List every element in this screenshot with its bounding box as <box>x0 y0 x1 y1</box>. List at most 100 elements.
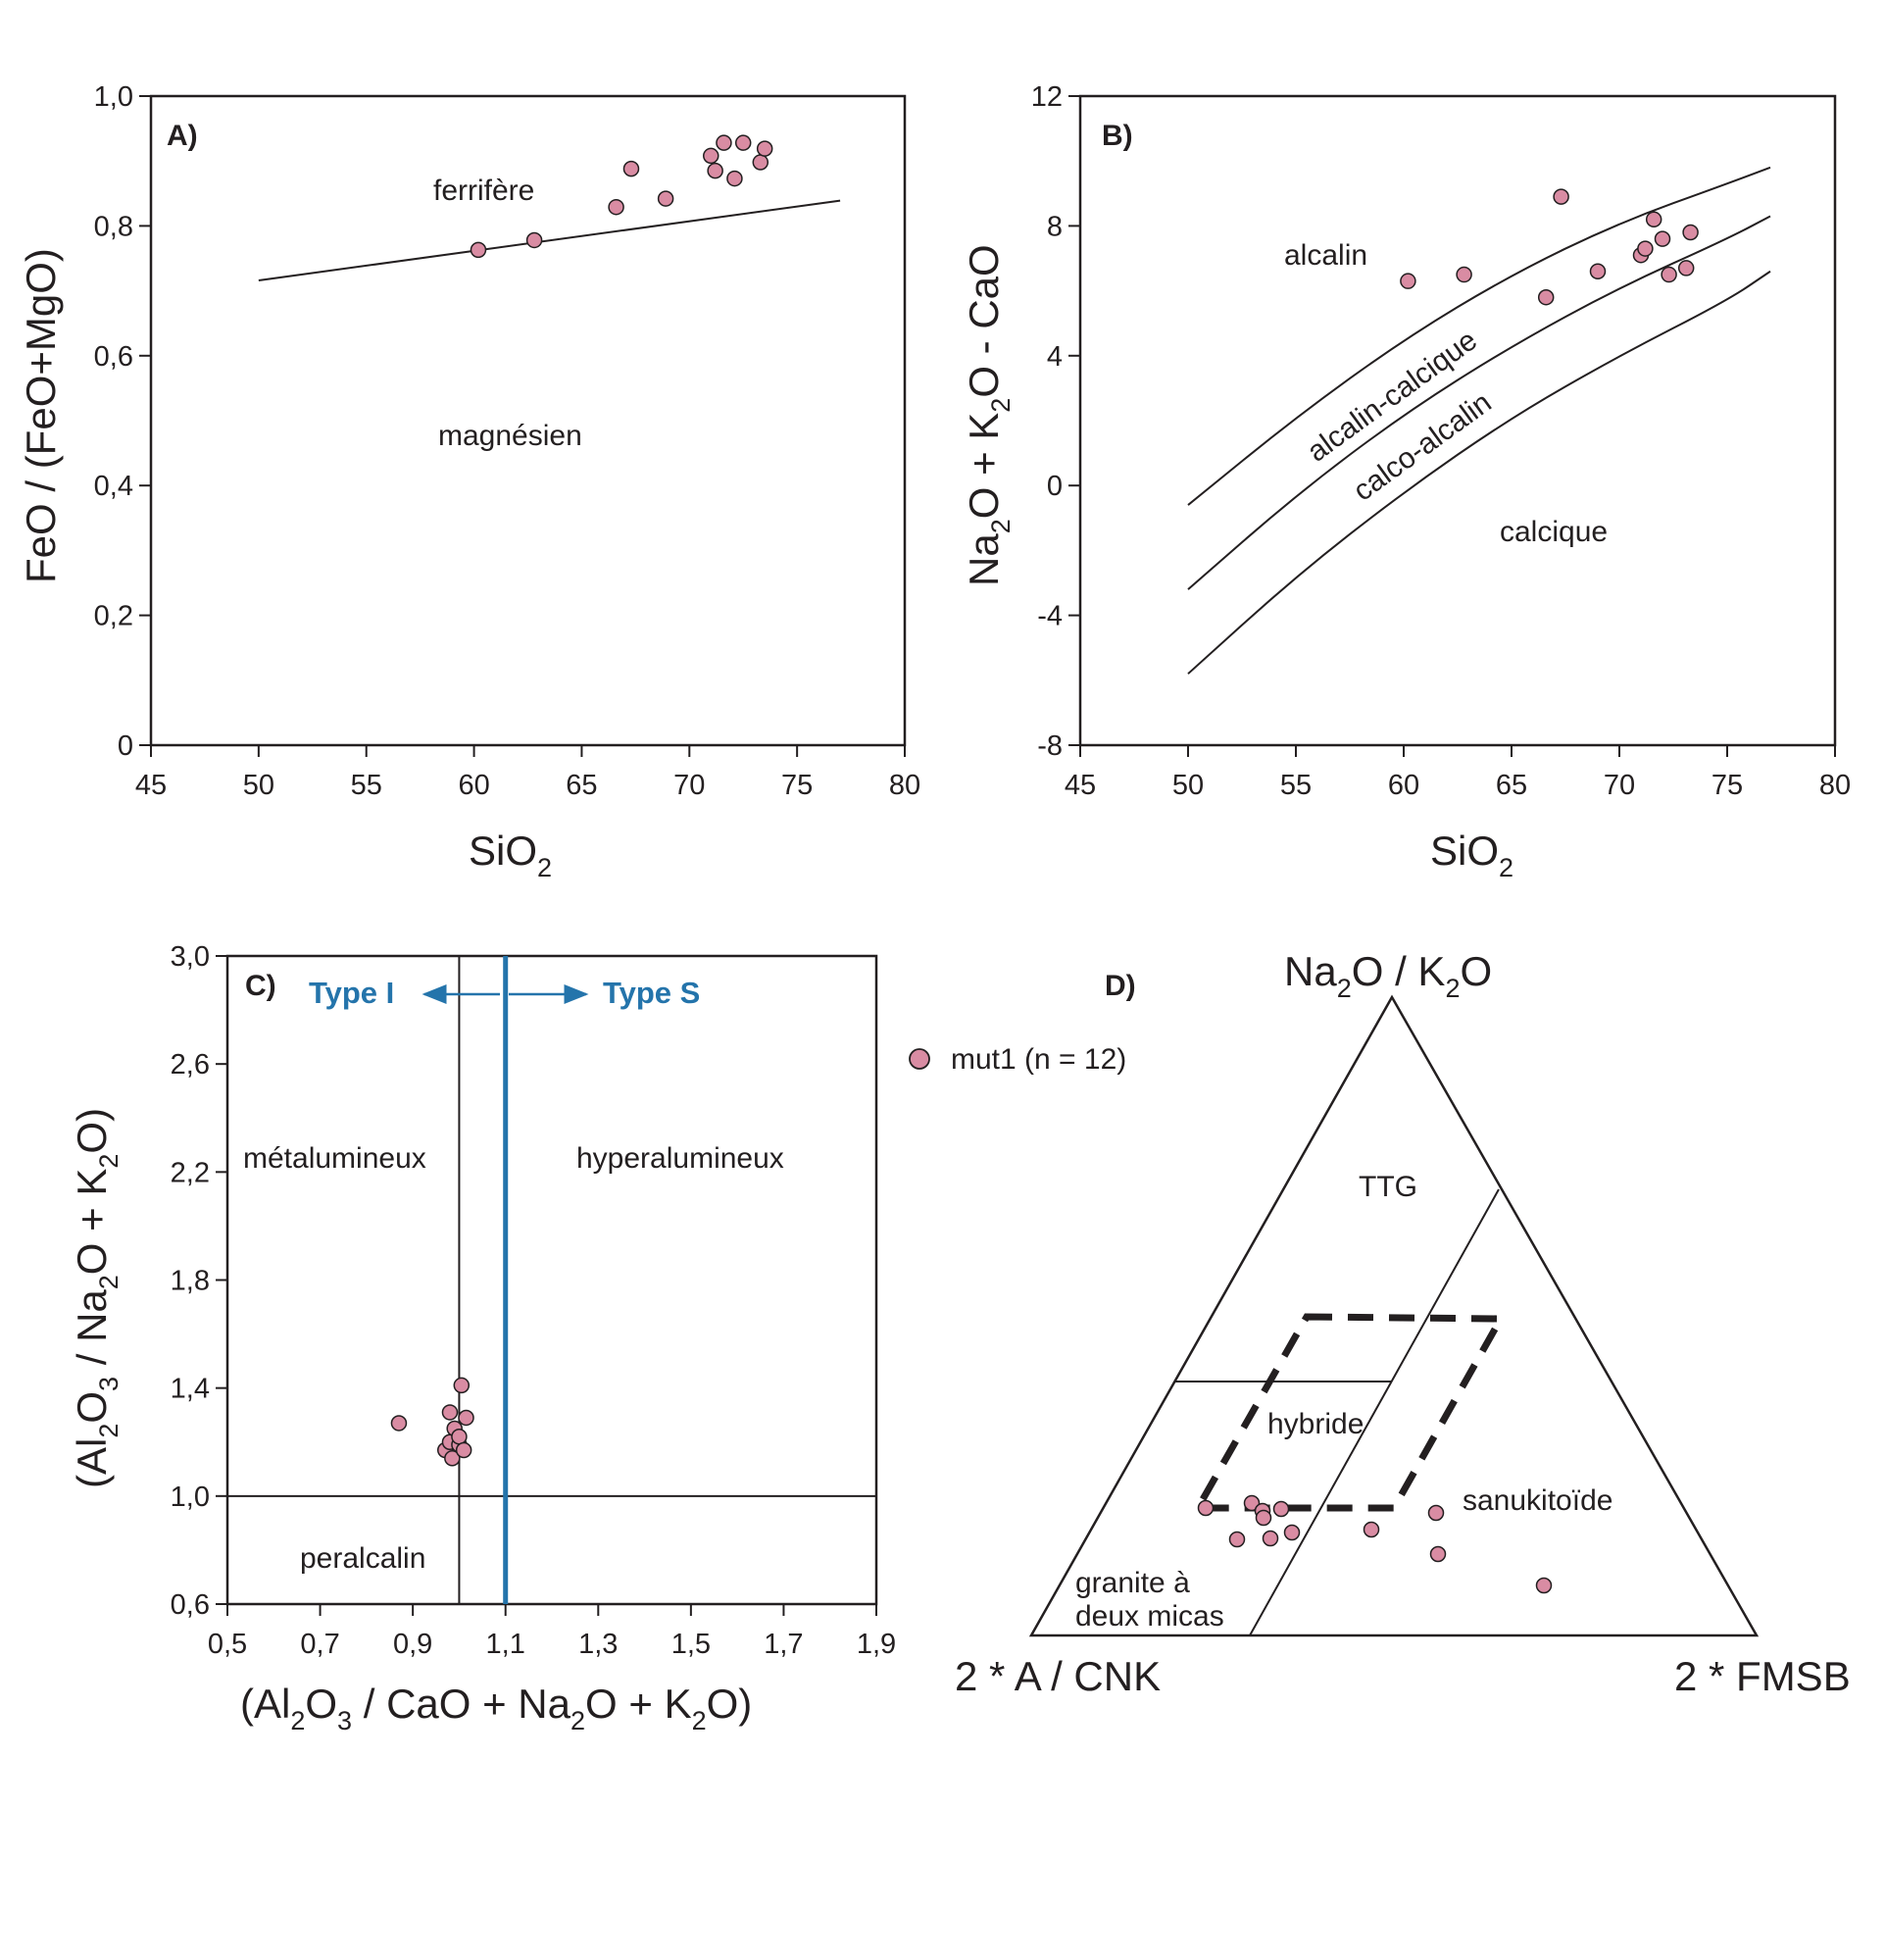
x-tick-label: 1,7 <box>764 1629 803 1660</box>
x-tick-label: 50 <box>243 770 274 801</box>
y-tick-label: 0,6 <box>171 1589 210 1621</box>
data-point <box>525 231 543 249</box>
x-tick-label: 0,7 <box>300 1629 339 1660</box>
chart-c: C) 0,5 0,7 0,9 1,1 1,3 1,5 1,7 1,9 0,6 1,0 1,4 1,8 2… <box>69 941 896 1735</box>
y-tick-label: 8 <box>1047 211 1063 242</box>
region-label-ttg: TTG <box>1359 1171 1417 1203</box>
data-point <box>734 134 752 151</box>
region-label-granite-a: granite à <box>1075 1567 1190 1599</box>
y-axis-title-b: Na2O + K2O - CaO <box>961 244 1016 586</box>
data-point <box>756 140 773 157</box>
x-tick-label: 0,5 <box>208 1629 247 1660</box>
y-tick-label: 2,6 <box>171 1049 210 1081</box>
y-tick-label: 0,8 <box>94 211 133 242</box>
y-tick-label: 0,2 <box>94 601 133 632</box>
plot-frame-c <box>225 954 878 1606</box>
chart-a: A) 45 50 55 60 65 70 75 80 0 0,2 0,4 0,6 0,8 1,0 ferr… <box>18 81 920 882</box>
apex-label-left: 2 * A / CNK <box>955 1653 1161 1699</box>
data-point <box>1243 1494 1261 1512</box>
y-tick-label: 4 <box>1047 341 1063 373</box>
region-label-peralcalin: peralcalin <box>300 1542 425 1575</box>
data-point <box>1682 224 1699 241</box>
x-tick-label: 45 <box>135 770 167 801</box>
y-tick-label: 0,4 <box>94 471 133 502</box>
region-label-metalumineux: métalumineux <box>243 1142 426 1175</box>
data-point <box>622 160 640 177</box>
plot-frame-b <box>1078 94 1837 747</box>
x-tick-label: 1,3 <box>578 1629 618 1660</box>
type-i-label: Type I <box>309 976 394 1010</box>
data-point <box>716 134 732 151</box>
data-point <box>752 154 769 171</box>
data-point <box>455 1441 472 1459</box>
panel-label-a: A) <box>167 120 198 152</box>
x-tick-label: 1,5 <box>671 1629 711 1660</box>
data-point <box>1197 1499 1215 1517</box>
x-tick-label: 65 <box>566 770 597 801</box>
y-tick-label: 1,8 <box>171 1266 210 1297</box>
x-tick-label: 50 <box>1172 770 1204 801</box>
data-point <box>703 147 719 165</box>
y-tick-label: 1,0 <box>171 1482 210 1513</box>
data-point <box>1272 1500 1290 1518</box>
data-point <box>707 162 723 179</box>
x-tick-label: 75 <box>781 770 813 801</box>
y-tick-label: -8 <box>1037 730 1063 762</box>
x-tick-label: 0,9 <box>393 1629 432 1660</box>
chart-d: D) Na2O / K2O 2 * A / CNK 2 * FMSB TTG h… <box>955 948 1851 1699</box>
region-label-magnesien: magnésien <box>438 420 582 452</box>
x-tick-label: 60 <box>1388 770 1419 801</box>
ternary-triangle <box>1028 994 1760 1637</box>
x-tick-label: 65 <box>1496 770 1527 801</box>
region-label-alcalin: alcalin <box>1284 239 1367 272</box>
y-tick-label: 0,6 <box>94 341 133 373</box>
panel-label-c: C) <box>245 970 276 1002</box>
data-point <box>1677 260 1695 276</box>
panel-label-d: D) <box>1105 970 1136 1002</box>
region-label-hyperalumineux: hyperalumineux <box>576 1142 784 1175</box>
y-tick-label: -4 <box>1037 601 1063 632</box>
apex-label-top: Na2O / K2O <box>1284 948 1492 1003</box>
x-tick-label: 75 <box>1711 770 1743 801</box>
boundary-curve-lower <box>1187 270 1771 675</box>
ternary-points <box>1197 1494 1553 1594</box>
x-axis-title-a: SiO2 <box>469 828 552 882</box>
data-point <box>1255 1509 1272 1527</box>
y-axis-title-c: (Al2O3 / Na2O + K2O) <box>69 1108 124 1488</box>
x-axis-title-b: SiO2 <box>1430 828 1513 882</box>
legend: mut1 (n = 12) <box>909 1043 1126 1076</box>
type-s-label: Type S <box>603 976 700 1010</box>
region-label-sanukitoide: sanukitoïde <box>1463 1484 1612 1517</box>
data-point <box>657 190 674 207</box>
data-point <box>1654 230 1671 247</box>
y-axis-title-a: FeO / (FeO+MgO) <box>18 248 64 583</box>
region-label-ferrifere: ferrifère <box>433 175 534 207</box>
x-tick-label: 1,1 <box>486 1629 525 1660</box>
data-point <box>1456 266 1472 283</box>
x-tick-label: 55 <box>1280 770 1312 801</box>
data-point <box>726 170 743 187</box>
data-point <box>608 198 624 216</box>
mut1-field-outline <box>1191 1313 1507 1512</box>
data-point <box>1429 1545 1447 1563</box>
y-tick-label: 3,0 <box>171 941 210 973</box>
data-point <box>1553 188 1569 205</box>
y-tick-label: 0 <box>1047 471 1063 502</box>
data-point <box>458 1409 474 1427</box>
data-point <box>1427 1504 1445 1522</box>
data-point <box>1283 1524 1301 1541</box>
x-tick-label: 80 <box>1819 770 1851 801</box>
region-label-alcalin-calcique: alcalin-calcique <box>1302 324 1483 468</box>
data-point <box>390 1415 408 1432</box>
x-axis-title-c: (Al2O3 / CaO + Na2O + K2O) <box>240 1681 752 1735</box>
data-point <box>441 1404 459 1421</box>
x-tick-label: 60 <box>458 770 489 801</box>
data-point <box>453 1377 471 1394</box>
region-label-calcique: calcique <box>1500 516 1608 548</box>
plot-frame-a <box>149 94 907 747</box>
data-point <box>451 1428 468 1445</box>
data-point <box>1589 263 1607 279</box>
y-tick-label: 1,0 <box>94 81 133 113</box>
ternary-divider-ttg <box>1249 1188 1500 1636</box>
data-point <box>1535 1577 1553 1594</box>
